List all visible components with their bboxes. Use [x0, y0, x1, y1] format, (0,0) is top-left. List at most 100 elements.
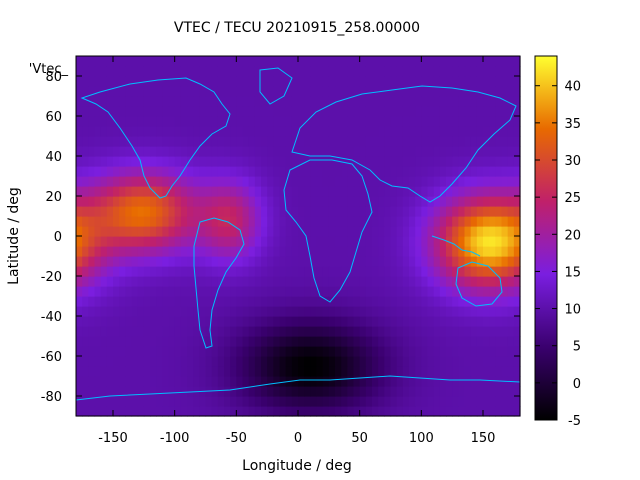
heatmap-cell — [285, 296, 293, 307]
heatmap-cell — [464, 336, 472, 347]
heatmap-cell — [230, 246, 237, 257]
heatmap-cell — [254, 266, 262, 277]
heatmap-cell — [254, 376, 262, 387]
heatmap-cell — [267, 76, 274, 87]
heatmap-cell — [248, 286, 256, 297]
heatmap-cell — [217, 136, 225, 147]
heatmap-cell — [513, 126, 521, 137]
heatmap-cell — [464, 196, 472, 207]
heatmap-cell — [100, 126, 108, 137]
heatmap-cell — [446, 376, 453, 387]
heatmap-cell — [402, 376, 410, 387]
heatmap-cell — [187, 96, 194, 107]
heatmap-cell — [230, 156, 237, 167]
heatmap-cell — [106, 186, 114, 197]
heatmap-cell — [452, 226, 459, 237]
heatmap-cell — [76, 316, 83, 327]
heatmap-cell — [150, 106, 157, 117]
heatmap-cell — [261, 306, 268, 317]
heatmap-cell — [150, 366, 157, 377]
heatmap-cell — [156, 326, 163, 337]
heatmap-cell — [217, 206, 225, 217]
heatmap-cell — [143, 196, 151, 207]
heatmap-cell — [390, 146, 398, 157]
heatmap-cell — [513, 96, 521, 107]
heatmap-cell — [82, 286, 89, 297]
heatmap-cell — [452, 176, 459, 187]
heatmap-cell — [378, 196, 385, 207]
heatmap-cell — [150, 386, 157, 397]
heatmap-cell — [131, 286, 139, 297]
heatmap-cell — [100, 286, 108, 297]
heatmap-cell — [76, 266, 83, 277]
heatmap-cell — [180, 146, 188, 157]
heatmap-cell — [119, 186, 126, 197]
heatmap-cell — [439, 276, 447, 287]
heatmap-cell — [267, 376, 274, 387]
heatmap-cell — [193, 376, 200, 387]
heatmap-cell — [211, 346, 219, 357]
heatmap-cell — [273, 226, 281, 237]
heatmap-cell — [396, 356, 404, 367]
heatmap-cell — [168, 406, 176, 417]
heatmap-cell — [384, 246, 392, 257]
heatmap-cell — [156, 166, 163, 177]
heatmap-cell — [390, 216, 398, 227]
heatmap-cell — [267, 316, 274, 327]
heatmap-cell — [427, 136, 435, 147]
heatmap-cell — [254, 346, 262, 357]
heatmap-cell — [489, 246, 496, 257]
heatmap-cell — [372, 346, 379, 357]
heatmap-cell — [242, 166, 250, 177]
heatmap-cell — [304, 186, 311, 197]
heatmap-cell — [273, 156, 281, 167]
heatmap-cell — [304, 366, 311, 377]
heatmap-cell — [464, 76, 472, 87]
heatmap-cell — [88, 286, 96, 297]
heatmap-cell — [322, 256, 330, 267]
heatmap-cell — [285, 396, 293, 407]
heatmap-cell — [396, 376, 404, 387]
heatmap-cell — [137, 176, 145, 187]
heatmap-cell — [458, 206, 466, 217]
heatmap-cell — [384, 126, 392, 137]
heatmap-cell — [328, 136, 336, 147]
heatmap-cell — [452, 236, 459, 247]
heatmap-cell — [489, 266, 496, 277]
heatmap-cell — [174, 286, 182, 297]
heatmap-cell — [427, 216, 435, 227]
heatmap-cell — [483, 116, 490, 127]
heatmap-cell — [137, 196, 145, 207]
heatmap-cell — [421, 286, 429, 297]
heatmap-cell — [150, 396, 157, 407]
heatmap-cell — [180, 96, 188, 107]
heatmap-cell — [359, 306, 367, 317]
heatmap-cell — [267, 206, 274, 217]
heatmap-cell — [328, 366, 336, 377]
heatmap-cell — [150, 356, 157, 367]
heatmap-cell — [501, 96, 509, 107]
heatmap-cell — [100, 76, 108, 87]
heatmap-cell — [187, 376, 194, 387]
heatmap-cell — [211, 66, 219, 77]
heatmap-cell — [476, 306, 484, 317]
heatmap-cell — [76, 336, 83, 347]
heatmap-cell — [88, 376, 96, 387]
heatmap-cell — [273, 116, 281, 127]
heatmap-cell — [409, 346, 416, 357]
heatmap-cell — [304, 296, 311, 307]
heatmap-cell — [341, 296, 348, 307]
heatmap-cell — [489, 216, 496, 227]
heatmap-cell — [415, 176, 422, 187]
heatmap-cell — [82, 316, 89, 327]
heatmap-cell — [433, 186, 441, 197]
heatmap-cell — [242, 146, 250, 157]
heatmap-cell — [199, 116, 207, 127]
heatmap-cell — [298, 236, 305, 247]
heatmap-cell — [439, 206, 447, 217]
heatmap-cell — [211, 126, 219, 137]
heatmap-cell — [353, 286, 361, 297]
heatmap-cell — [322, 246, 330, 257]
heatmap-cell — [119, 236, 126, 247]
heatmap-cell — [291, 166, 299, 177]
